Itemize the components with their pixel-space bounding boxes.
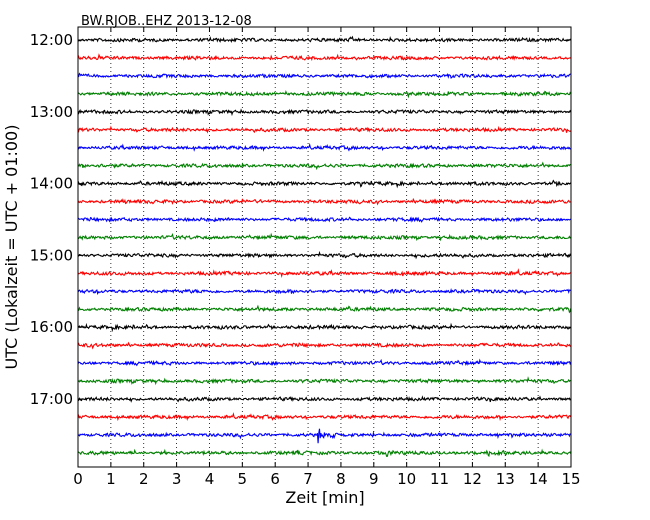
- x-tick-label: 9: [369, 470, 379, 488]
- trace-13:45: [77, 161, 571, 171]
- trace-15:30: [77, 287, 571, 296]
- y-axis-label: UTC (Lokalzeit = UTC + 01:00): [2, 125, 21, 370]
- x-axis-label: Zeit [min]: [285, 488, 364, 507]
- trace-16:30: [77, 358, 572, 367]
- y-tick-label: 12:00: [30, 31, 73, 49]
- x-tick-label: 12: [463, 470, 482, 488]
- trace-13:30: [77, 142, 572, 152]
- x-tick-label: 11: [430, 470, 449, 488]
- x-tick-label: 0: [73, 470, 83, 488]
- x-tick-label: 8: [336, 470, 346, 488]
- trace-12:00: [77, 35, 571, 43]
- trace-12:15: [77, 53, 572, 62]
- x-tick-label: 1: [106, 470, 116, 488]
- trace-17:00: [77, 395, 571, 403]
- x-tick-label: 4: [205, 470, 215, 488]
- trace-15:00: [77, 250, 571, 260]
- y-tick-label: 13:00: [30, 103, 73, 121]
- x-tick-label: 2: [139, 470, 149, 488]
- y-tick-label: 16:00: [30, 318, 73, 336]
- x-tick-label: 14: [529, 470, 548, 488]
- x-tick-label: 15: [561, 470, 580, 488]
- trace-13:00: [77, 108, 572, 117]
- trace-14:15: [77, 197, 571, 206]
- trace-17:45: [77, 448, 572, 458]
- trace-17:15: [77, 412, 572, 422]
- x-tick-label: 7: [303, 470, 313, 488]
- y-tick-label: 15:00: [30, 246, 73, 264]
- plot-frame: [77, 26, 572, 468]
- y-tick-label: 14:00: [30, 175, 73, 193]
- trace-16:00: [77, 322, 572, 333]
- trace-14:45: [77, 232, 572, 242]
- trace-12:30: [77, 72, 571, 80]
- x-tick-label: 13: [496, 470, 515, 488]
- trace-15:45: [77, 304, 572, 314]
- trace-17:30: [77, 428, 571, 444]
- y-axis: 12:00 13:00 14:00 15:00 16:00 17:00: [30, 31, 571, 408]
- x-tick-label: 5: [238, 470, 248, 488]
- trace-16:15: [77, 341, 571, 350]
- traces: [77, 35, 572, 458]
- x-tick-label: 3: [172, 470, 182, 488]
- trace-14:00: [77, 179, 572, 189]
- x-tick-label: 6: [270, 470, 280, 488]
- x-tick-label: 10: [397, 470, 416, 488]
- trace-16:45: [77, 376, 571, 386]
- trace-13:15: [77, 125, 572, 134]
- grid-lines: [110, 27, 539, 467]
- y-tick-label: 17:00: [30, 390, 73, 408]
- trace-15:15: [77, 268, 572, 279]
- x-axis: 0 1 2 3 4 5 6 7 8 9 10 11 12 13 14 15: [73, 27, 581, 488]
- chart-title: BW.RJOB..EHZ 2013-12-08: [81, 14, 252, 29]
- trace-14:30: [77, 216, 572, 223]
- trace-12:45: [77, 90, 572, 99]
